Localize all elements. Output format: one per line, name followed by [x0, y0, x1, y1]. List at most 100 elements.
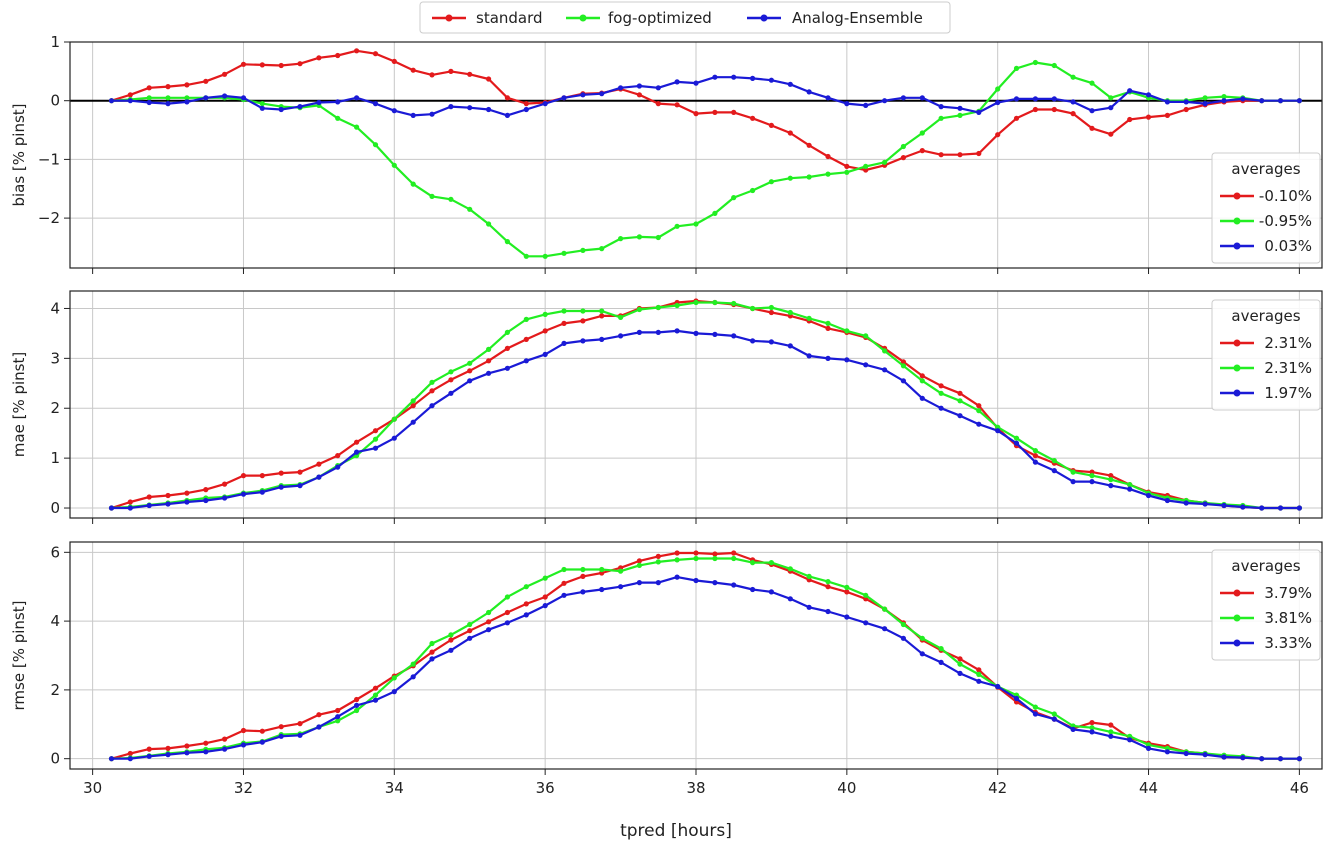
averages-legend-value: 3.79%: [1264, 584, 1312, 602]
data-point: [467, 378, 473, 384]
data-point: [372, 101, 379, 107]
data-point: [1089, 729, 1095, 735]
data-point: [731, 109, 737, 115]
data-point: [278, 724, 284, 730]
series-line-standard: [111, 49, 1300, 172]
data-point: [1032, 704, 1038, 710]
data-point: [674, 557, 680, 563]
data-point: [391, 689, 397, 695]
data-point: [750, 115, 756, 121]
data-point: [1013, 115, 1020, 121]
averages-legend-value: -0.95%: [1259, 212, 1312, 230]
data-point: [863, 102, 869, 108]
data-point: [184, 82, 190, 88]
y-tick-label: 1: [50, 449, 60, 467]
y-tick-label: 4: [50, 612, 60, 630]
data-point: [410, 181, 416, 187]
data-point: [900, 359, 907, 365]
top-legend-marker-analog-ensemble: [760, 14, 768, 22]
data-point: [712, 210, 718, 216]
x-tick-label: 34: [385, 779, 404, 797]
data-point: [1070, 111, 1076, 117]
data-point: [259, 739, 265, 745]
data-point: [240, 473, 247, 479]
data-point: [203, 740, 209, 746]
data-point: [957, 398, 963, 404]
data-point: [618, 333, 624, 339]
data-point: [1108, 483, 1114, 489]
data-point: [184, 95, 190, 101]
data-point: [900, 378, 907, 384]
y-tick-label: 2: [50, 681, 60, 699]
data-point: [448, 647, 454, 653]
data-point: [372, 436, 379, 442]
data-point: [146, 502, 152, 509]
data-point: [693, 299, 699, 306]
data-point: [919, 130, 925, 136]
data-point: [1051, 716, 1057, 722]
data-point: [787, 596, 793, 602]
data-point: [448, 369, 454, 375]
data-point: [599, 91, 605, 97]
data-point: [222, 736, 228, 742]
data-point: [1183, 106, 1189, 113]
data-point: [655, 304, 661, 311]
data-point: [1070, 479, 1076, 485]
data-point: [486, 346, 492, 352]
y-tick-label: −2: [38, 209, 60, 227]
data-point: [354, 48, 360, 54]
data-point: [655, 234, 661, 241]
data-point: [938, 659, 944, 666]
data-point: [731, 195, 737, 201]
data-point: [542, 575, 548, 581]
data-point: [429, 649, 435, 655]
series-analog-ensemble: [108, 328, 1302, 511]
data-point: [146, 746, 152, 752]
data-point: [1108, 95, 1114, 101]
data-point: [1070, 99, 1076, 105]
data-point: [693, 330, 699, 336]
data-point: [693, 80, 699, 86]
averages-legend-marker: [1233, 639, 1241, 647]
data-point: [429, 403, 435, 409]
data-point: [542, 351, 548, 357]
data-point: [316, 712, 322, 718]
data-point: [467, 206, 473, 212]
data-point: [203, 749, 209, 755]
data-point: [1127, 482, 1133, 488]
data-point: [259, 101, 265, 107]
data-point: [976, 150, 982, 157]
data-point: [335, 453, 341, 459]
data-point: [354, 449, 360, 455]
data-point: [1051, 458, 1057, 464]
series-line-analog-ensemble: [111, 76, 1300, 117]
averages-legend-marker: [1233, 217, 1241, 225]
data-point: [1032, 459, 1038, 465]
series-line-analog-ensemble: [111, 575, 1300, 760]
data-point: [863, 163, 869, 169]
data-point: [335, 52, 341, 59]
top-legend-marker-fog-optimized: [579, 14, 587, 22]
top-legend-label-standard: standard: [476, 9, 543, 27]
data-point: [636, 562, 643, 569]
data-point: [391, 162, 397, 168]
data-point: [486, 106, 492, 113]
averages-legend-value: 3.33%: [1264, 634, 1312, 652]
data-point: [184, 490, 190, 496]
data-point: [372, 697, 379, 703]
data-point: [335, 464, 341, 470]
data-point: [957, 105, 963, 111]
data-point: [957, 390, 963, 396]
data-point: [240, 95, 247, 101]
data-point: [806, 89, 812, 95]
data-point: [316, 474, 322, 480]
x-tick-label: 32: [234, 779, 253, 797]
data-point: [504, 239, 510, 245]
data-point: [1277, 98, 1284, 104]
top-legend-entry-analog-ensemble: Analog-Ensemble: [747, 9, 923, 27]
data-point: [863, 167, 869, 173]
data-point: [108, 98, 115, 104]
data-point: [448, 68, 454, 74]
data-point: [335, 718, 341, 724]
